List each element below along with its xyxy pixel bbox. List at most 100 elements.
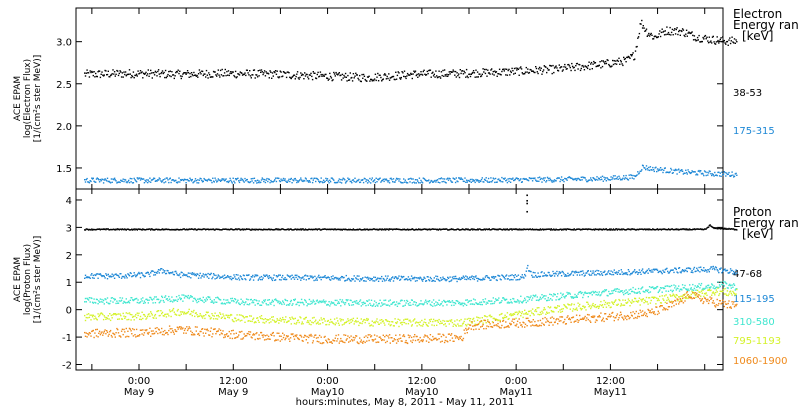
data-point: [414, 318, 416, 320]
data-point: [585, 272, 587, 274]
data-point: [225, 228, 227, 230]
data-point: [259, 304, 261, 306]
data-point: [628, 289, 630, 291]
data-point: [105, 179, 107, 181]
data-point: [192, 74, 194, 77]
data-point: [162, 72, 164, 75]
data-point: [478, 322, 480, 325]
data-point: [524, 313, 527, 315]
data-point: [600, 67, 602, 69]
data-point: [571, 296, 574, 298]
data-point: [369, 80, 371, 82]
data-point: [641, 228, 643, 230]
data-point: [538, 228, 540, 231]
data-point: [150, 270, 153, 272]
data-point: [248, 228, 250, 230]
data-point: [511, 274, 513, 276]
data-point: [678, 285, 680, 287]
data-point: [294, 177, 296, 180]
data-point: [546, 312, 549, 314]
data-point: [176, 274, 179, 276]
data-point: [270, 276, 272, 279]
data-point: [122, 228, 124, 231]
data-point: [577, 271, 579, 274]
data-point: [125, 75, 127, 77]
data-point: [341, 179, 344, 181]
data-point: [621, 304, 623, 306]
data-point: [457, 228, 459, 230]
data-point: [651, 286, 653, 288]
data-point: [629, 177, 631, 179]
data-point: [135, 298, 137, 300]
data-point: [164, 76, 166, 79]
data-point: [124, 302, 127, 304]
data-point: [560, 271, 562, 274]
data-point: [659, 228, 661, 230]
data-point: [476, 303, 479, 305]
data-point: [299, 277, 301, 279]
data-point: [150, 312, 153, 315]
data-point: [194, 273, 197, 276]
data-point: [588, 179, 590, 181]
data-point: [366, 319, 369, 322]
data-point: [373, 280, 376, 282]
data-point: [111, 181, 113, 183]
data-point: [355, 300, 358, 302]
data-point: [252, 317, 255, 319]
data-point: [183, 273, 185, 275]
data-point: [261, 177, 263, 179]
data-point: [386, 320, 388, 322]
data-point: [611, 178, 613, 181]
data-point: [655, 303, 657, 305]
data-point: [542, 296, 544, 299]
data-point: [715, 267, 718, 269]
data-point: [151, 77, 153, 79]
data-point: [205, 311, 208, 313]
data-point: [475, 275, 477, 277]
data-point: [695, 289, 697, 291]
data-point: [583, 292, 586, 294]
plot-frame: [75, 188, 724, 371]
data-point: [575, 307, 578, 309]
data-point: [355, 72, 357, 74]
data-point: [599, 294, 601, 297]
data-point: [438, 279, 440, 282]
data-point: [563, 295, 565, 298]
data-point: [238, 228, 241, 230]
data-point: [280, 279, 282, 281]
data-point: [117, 181, 119, 184]
data-point: [606, 303, 608, 305]
data-point: [254, 321, 256, 323]
data-point: [508, 317, 510, 320]
data-point: [344, 179, 346, 181]
data-point: [672, 293, 674, 295]
data-point: [146, 179, 148, 181]
data-point: [408, 304, 410, 306]
data-point: [271, 181, 274, 183]
data-point: [202, 74, 204, 77]
data-point: [223, 72, 226, 74]
data-point: [271, 181, 273, 183]
data-point: [388, 279, 390, 282]
data-point: [381, 229, 383, 231]
data-point: [335, 304, 337, 306]
data-point: [475, 178, 477, 181]
data-point: [690, 229, 692, 231]
data-point: [472, 317, 475, 320]
data-point: [149, 315, 151, 317]
data-point: [157, 298, 159, 300]
data-point: [215, 179, 217, 181]
data-point: [476, 316, 478, 318]
data-point: [102, 313, 104, 316]
data-point: [486, 75, 488, 77]
data-point: [437, 181, 439, 183]
data-point: [107, 70, 109, 72]
data-point: [85, 301, 87, 303]
data-point: [691, 270, 693, 272]
data-point: [244, 177, 246, 180]
data-point: [494, 298, 497, 300]
data-point: [104, 277, 106, 279]
data-point: [535, 309, 537, 311]
data-point: [662, 298, 664, 300]
data-point: [257, 181, 259, 184]
